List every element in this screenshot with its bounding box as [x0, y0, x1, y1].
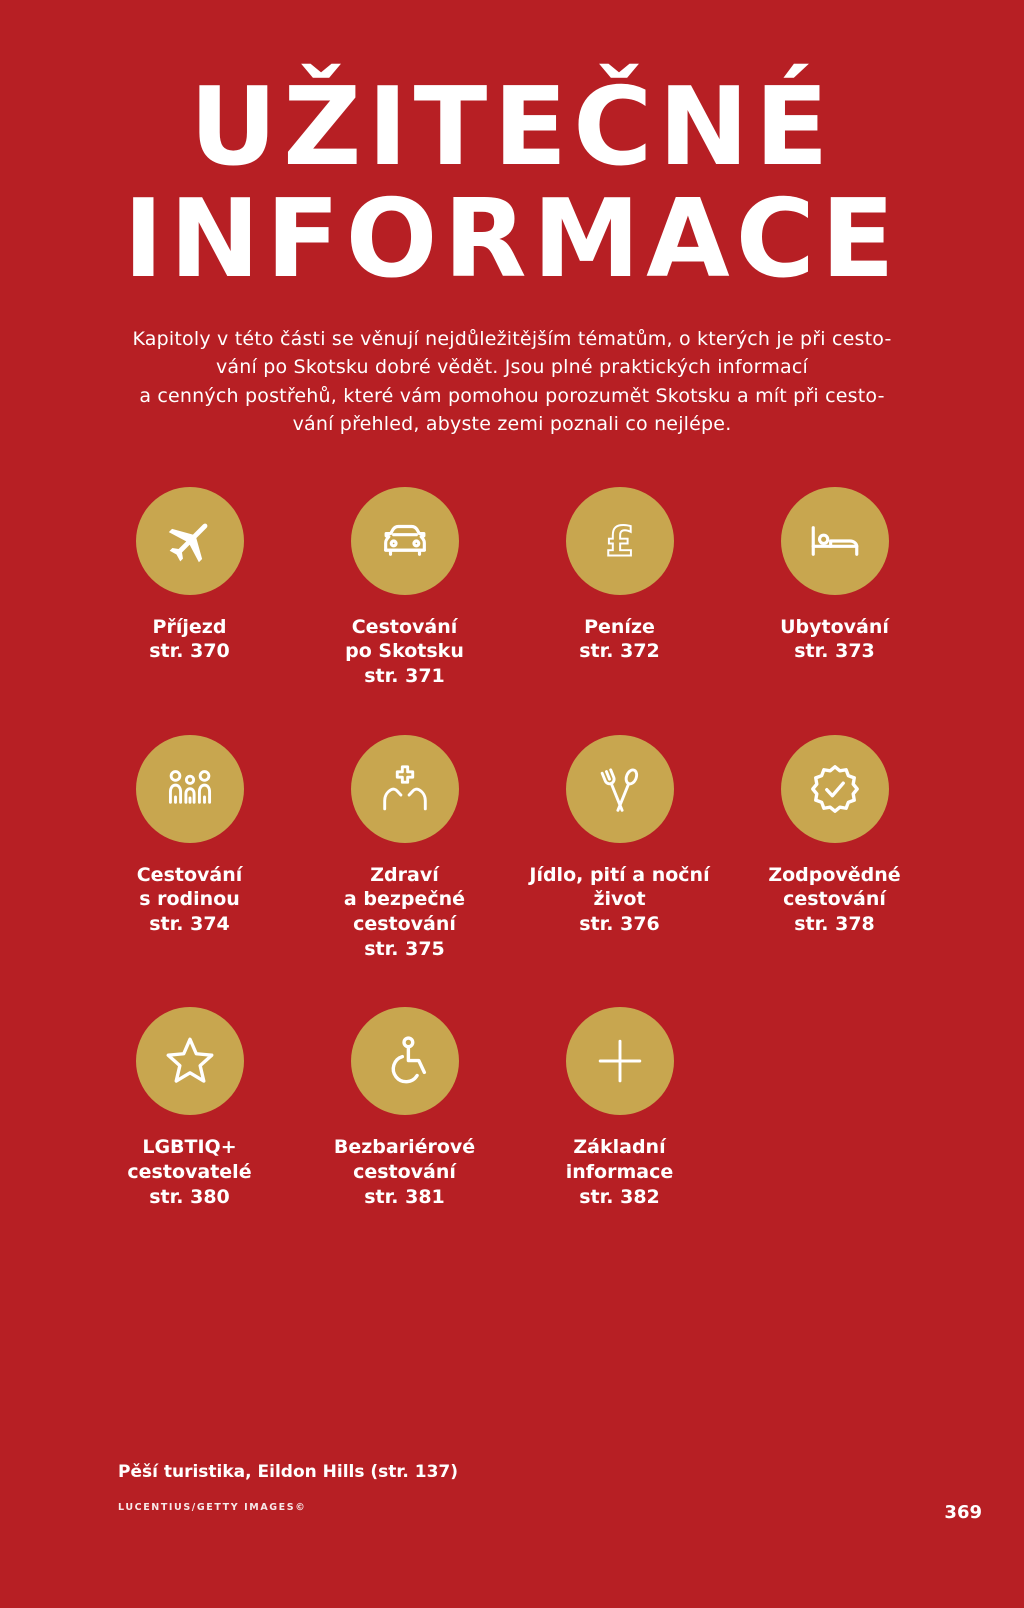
pound-icon: £ [565, 486, 674, 595]
toc-item-bezbarierove: Bezbariérové cestování str. 381 [297, 1007, 512, 1209]
toc-item-label: Zodpovědné cestování str. 378 [768, 863, 901, 936]
toc-item-zakladni-informace: Základní informace str. 382 [512, 1007, 727, 1209]
star-icon [135, 1007, 244, 1116]
medical-hands-icon [350, 734, 459, 843]
toc-item-label: Bezbariérové cestování str. 381 [333, 1136, 476, 1208]
photo-credit: LUCENTIUS/GETTY IMAGES© [118, 1502, 307, 1513]
toc-item-jidlo: Jídlo, pití a noční život str. 376 [512, 734, 727, 962]
toc-item-prijezd: Příjezd str. 370 [82, 486, 297, 689]
toc-item-zodpovedne-cestovani: Zodpovědné cestování str. 378 [727, 734, 942, 962]
page-title: UŽITEČNÉ INFORMACE [123, 65, 901, 303]
toc-item-lgbtiq: LGBTIQ+ cestovatelé str. 380 [82, 1007, 297, 1209]
toc-item-label: Příjezd str. 370 [149, 615, 230, 663]
toc-item-zdravi: Zdraví a bezpečné cestování str. 375 [297, 734, 512, 962]
toc-item-label: Ubytování str. 373 [780, 615, 889, 663]
toc-item-label: Cestování po Skotsku str. 371 [345, 615, 464, 687]
toc-item-label: Zdraví a bezpečné cestování str. 375 [343, 863, 466, 960]
intro-text: Kapitoly v této části se věnují nejdůlež… [132, 327, 892, 436]
airplane-icon [135, 486, 244, 595]
photo-caption: Pěší turistika, Eildon Hills (str. 137) [118, 1462, 459, 1482]
toc-item-label: LGBTIQ+ cestovatelé str. 380 [127, 1136, 252, 1208]
pound-glyph: £ [605, 517, 634, 565]
plus-icon [565, 1007, 674, 1116]
toc-item-label: Cestování s rodinou str. 374 [136, 863, 243, 936]
page: { "page": { "background_color": "#B71F24… [0, 65, 1024, 1608]
badge-check-icon [780, 734, 889, 843]
bed-icon [780, 486, 889, 595]
car-icon [350, 486, 459, 595]
toc-item-label: Základní informace str. 382 [565, 1136, 674, 1208]
toc-grid: Příjezd str. 370 Cestování po Skotsku st… [82, 486, 942, 1210]
family-icon [135, 734, 244, 843]
wheelchair-icon [350, 1007, 459, 1116]
cutlery-icon [565, 734, 674, 843]
toc-item-cestovani-po-skotsku: Cestování po Skotsku str. 371 [297, 486, 512, 689]
toc-item-label: Jídlo, pití a noční život str. 376 [529, 863, 710, 936]
page-number: 369 [944, 1502, 982, 1523]
toc-item-label: Peníze str. 372 [579, 615, 660, 663]
toc-item-cestovani-s-rodinou: Cestování s rodinou str. 374 [82, 734, 297, 962]
toc-item-ubytovani: Ubytování str. 373 [727, 486, 942, 689]
toc-item-penize: £ Peníze str. 372 [512, 486, 727, 689]
